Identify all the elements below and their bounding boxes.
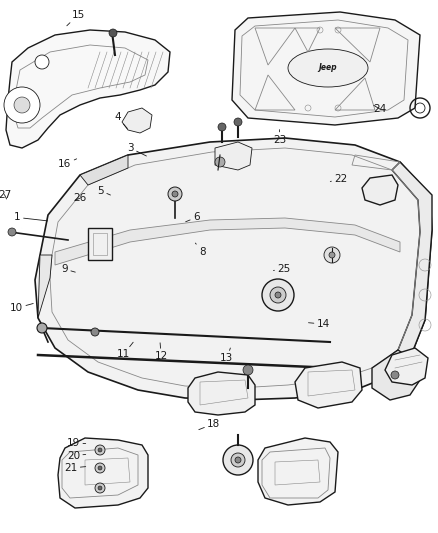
Circle shape	[391, 371, 399, 379]
Polygon shape	[80, 155, 128, 185]
Circle shape	[37, 323, 47, 333]
Text: 20: 20	[67, 451, 86, 461]
Text: 21: 21	[64, 463, 86, 473]
Text: 1: 1	[14, 213, 48, 222]
Text: 26: 26	[73, 193, 86, 203]
Circle shape	[95, 483, 105, 493]
Polygon shape	[215, 142, 252, 170]
Circle shape	[270, 287, 286, 303]
Polygon shape	[55, 218, 400, 265]
Circle shape	[324, 247, 340, 263]
Polygon shape	[258, 438, 338, 505]
Text: 3: 3	[127, 143, 146, 156]
Circle shape	[329, 252, 335, 258]
Polygon shape	[375, 162, 432, 378]
Circle shape	[234, 118, 242, 126]
Text: 18: 18	[199, 419, 220, 430]
Text: 9: 9	[61, 264, 75, 274]
Circle shape	[109, 29, 117, 37]
Circle shape	[91, 328, 99, 336]
Polygon shape	[385, 348, 428, 385]
Circle shape	[8, 228, 16, 236]
Circle shape	[243, 365, 253, 375]
Polygon shape	[232, 12, 420, 125]
Text: 12: 12	[155, 343, 168, 361]
Text: 24: 24	[374, 104, 387, 114]
Circle shape	[218, 123, 226, 131]
Text: 27: 27	[0, 190, 11, 199]
Text: 25: 25	[273, 264, 290, 274]
Circle shape	[98, 486, 102, 490]
Polygon shape	[188, 372, 255, 415]
Text: 16: 16	[58, 159, 77, 169]
Text: 4: 4	[114, 112, 127, 128]
Circle shape	[95, 463, 105, 473]
Polygon shape	[6, 30, 170, 148]
Circle shape	[231, 453, 245, 467]
Circle shape	[14, 97, 30, 113]
Circle shape	[275, 292, 281, 298]
Circle shape	[4, 87, 40, 123]
Polygon shape	[295, 362, 362, 408]
Circle shape	[95, 445, 105, 455]
Circle shape	[168, 187, 182, 201]
Circle shape	[215, 157, 225, 167]
Circle shape	[98, 466, 102, 470]
Text: 8: 8	[195, 243, 206, 256]
Circle shape	[35, 55, 49, 69]
Text: 22: 22	[330, 174, 347, 183]
Polygon shape	[35, 138, 432, 400]
Polygon shape	[372, 350, 420, 400]
Polygon shape	[88, 228, 112, 260]
Text: 11: 11	[117, 342, 133, 359]
Text: 6: 6	[186, 213, 200, 222]
Text: 13: 13	[220, 348, 233, 363]
Circle shape	[235, 457, 241, 463]
Text: 10: 10	[10, 303, 33, 313]
Polygon shape	[362, 175, 398, 205]
Text: 19: 19	[67, 439, 86, 448]
Polygon shape	[38, 255, 52, 318]
Text: 14: 14	[308, 319, 330, 329]
Text: Jeep: Jeep	[319, 63, 337, 72]
Text: 23: 23	[273, 130, 286, 144]
Circle shape	[223, 445, 253, 475]
Circle shape	[98, 448, 102, 452]
Text: 5: 5	[97, 186, 110, 196]
Ellipse shape	[288, 49, 368, 87]
Circle shape	[262, 279, 294, 311]
Polygon shape	[122, 108, 152, 133]
Text: 15: 15	[67, 10, 85, 26]
Circle shape	[172, 191, 178, 197]
Polygon shape	[58, 438, 148, 508]
